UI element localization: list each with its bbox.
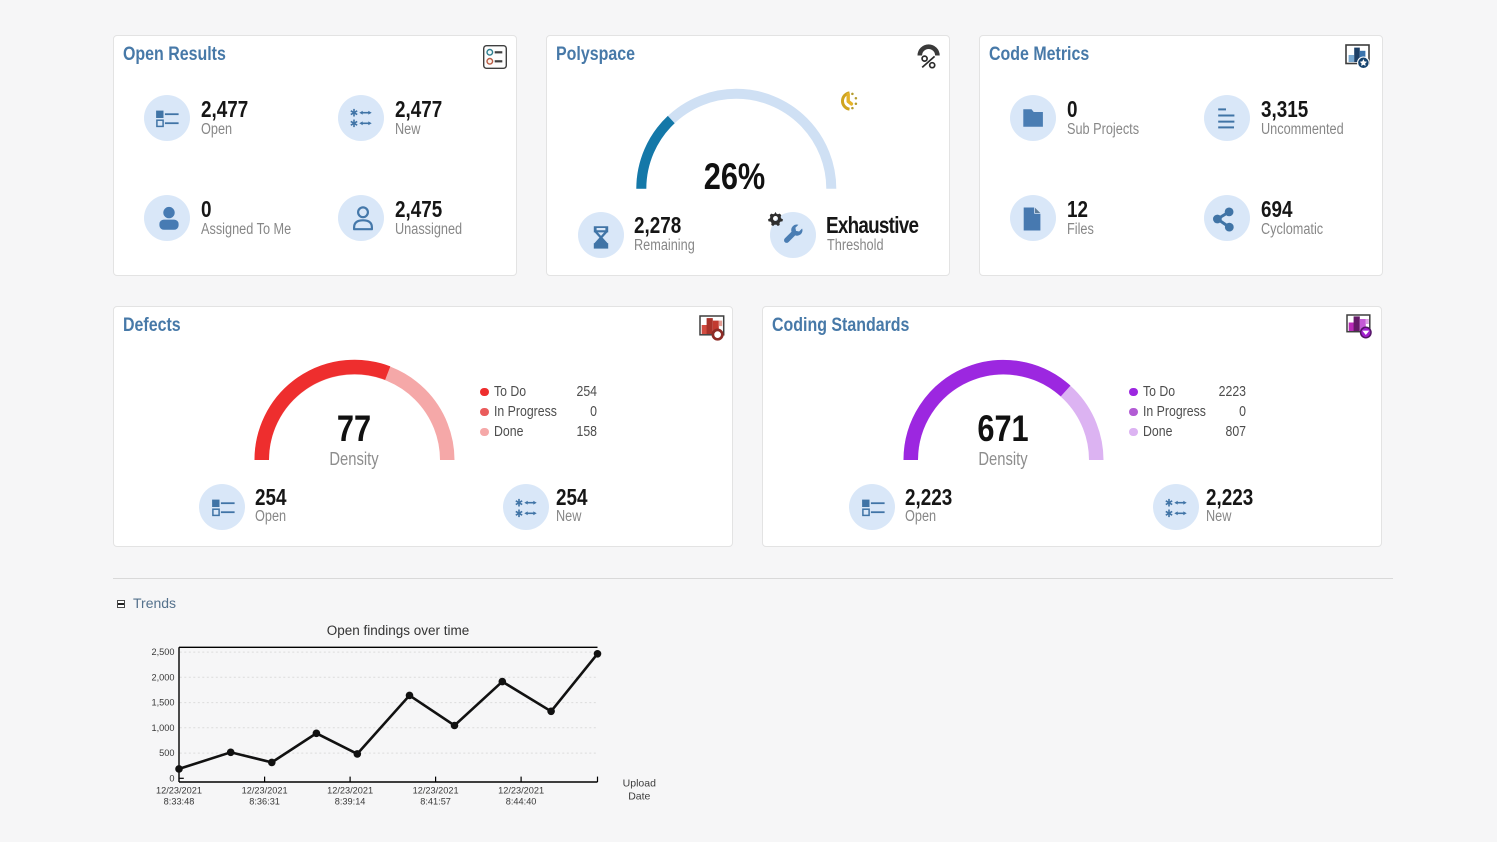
svg-text:0: 0 (169, 773, 174, 783)
svg-text:12/23/2021: 12/23/2021 (327, 786, 373, 796)
svg-text:Upload: Upload (623, 777, 656, 789)
svg-text:12/23/2021: 12/23/2021 (242, 786, 288, 796)
svg-text:8:36:31: 8:36:31 (249, 797, 280, 807)
svg-text:1,000: 1,000 (152, 723, 175, 733)
svg-text:8:41:57: 8:41:57 (420, 797, 451, 807)
svg-text:2,500: 2,500 (152, 647, 175, 657)
svg-text:12/23/2021: 12/23/2021 (156, 786, 202, 796)
svg-text:Date: Date (628, 791, 650, 803)
svg-text:8:39:14: 8:39:14 (335, 797, 366, 807)
svg-text:8:44:40: 8:44:40 (506, 797, 537, 807)
svg-text:12/23/2021: 12/23/2021 (498, 786, 544, 796)
svg-text:1,500: 1,500 (152, 698, 175, 708)
svg-text:8:33:48: 8:33:48 (164, 797, 195, 807)
svg-text:2,000: 2,000 (152, 672, 175, 682)
svg-text:12/23/2021: 12/23/2021 (413, 786, 459, 796)
svg-text:500: 500 (159, 748, 174, 758)
